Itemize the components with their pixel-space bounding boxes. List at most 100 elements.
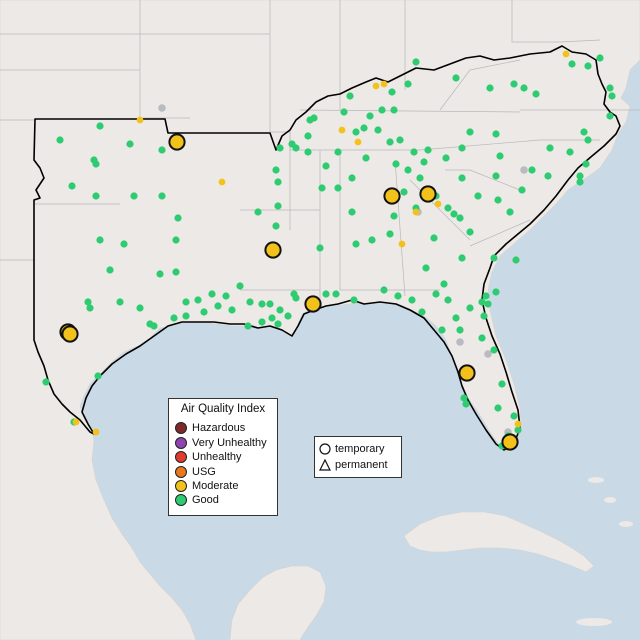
monitor-marker-good[interactable]: [272, 166, 280, 174]
monitor-marker-good[interactable]: [386, 138, 394, 146]
monitor-marker-no-data[interactable]: [520, 166, 528, 174]
monitor-marker-moderate-temporary[interactable]: [168, 133, 186, 151]
monitor-marker-good[interactable]: [458, 174, 466, 182]
monitor-marker-good[interactable]: [348, 208, 356, 216]
monitor-marker-no-data[interactable]: [484, 350, 492, 358]
monitor-marker-good[interactable]: [208, 290, 216, 298]
monitor-marker-good[interactable]: [348, 174, 356, 182]
monitor-marker-good[interactable]: [394, 292, 402, 300]
monitor-marker-moderate[interactable]: [380, 80, 388, 88]
monitor-marker-good[interactable]: [452, 74, 460, 82]
monitor-marker-good[interactable]: [366, 112, 374, 120]
monitor-marker-good[interactable]: [442, 154, 450, 162]
monitor-marker-good[interactable]: [460, 394, 468, 402]
monitor-marker-good[interactable]: [456, 214, 464, 222]
monitor-marker-good[interactable]: [68, 182, 76, 190]
monitor-marker-good[interactable]: [576, 178, 584, 186]
monitor-marker-good[interactable]: [466, 228, 474, 236]
monitor-marker-good[interactable]: [106, 266, 114, 274]
monitor-marker-good[interactable]: [390, 106, 398, 114]
monitor-marker-moderate[interactable]: [562, 50, 570, 58]
monitor-marker-good[interactable]: [444, 296, 452, 304]
monitor-marker-good[interactable]: [254, 208, 262, 216]
monitor-marker-good[interactable]: [482, 292, 490, 300]
monitor-marker-good[interactable]: [244, 322, 252, 330]
monitor-marker-good[interactable]: [484, 300, 492, 308]
monitor-marker-good[interactable]: [512, 256, 520, 264]
monitor-marker-moderate[interactable]: [72, 418, 80, 426]
monitor-marker-good[interactable]: [492, 288, 500, 296]
monitor-marker-good[interactable]: [566, 148, 574, 156]
monitor-marker-good[interactable]: [466, 304, 474, 312]
monitor-marker-good[interactable]: [458, 144, 466, 152]
monitor-marker-good[interactable]: [408, 296, 416, 304]
monitor-marker-good[interactable]: [92, 192, 100, 200]
monitor-marker-good[interactable]: [528, 166, 536, 174]
monitor-marker-good[interactable]: [56, 136, 64, 144]
monitor-marker-good[interactable]: [606, 84, 614, 92]
monitor-marker-good[interactable]: [214, 302, 222, 310]
monitor-marker-good[interactable]: [404, 166, 412, 174]
monitor-marker-good[interactable]: [332, 290, 340, 298]
monitor-marker-good[interactable]: [96, 236, 104, 244]
monitor-marker-moderate[interactable]: [354, 138, 362, 146]
monitor-marker-moderate[interactable]: [398, 240, 406, 248]
monitor-marker-good[interactable]: [396, 136, 404, 144]
monitor-marker-good[interactable]: [362, 154, 370, 162]
monitor-marker-good[interactable]: [410, 148, 418, 156]
monitor-marker-good[interactable]: [172, 236, 180, 244]
monitor-marker-good[interactable]: [490, 346, 498, 354]
monitor-marker-good[interactable]: [352, 240, 360, 248]
monitor-marker-good[interactable]: [318, 184, 326, 192]
monitor-marker-good[interactable]: [322, 290, 330, 298]
monitor-marker-good[interactable]: [438, 326, 446, 334]
monitor-marker-good[interactable]: [490, 254, 498, 262]
monitor-marker-good[interactable]: [274, 202, 282, 210]
monitor-marker-good[interactable]: [412, 58, 420, 66]
monitor-marker-good[interactable]: [388, 88, 396, 96]
monitor-marker-good[interactable]: [478, 334, 486, 342]
monitor-marker-good[interactable]: [290, 290, 298, 298]
monitor-marker-good[interactable]: [158, 192, 166, 200]
monitor-marker-moderate[interactable]: [218, 178, 226, 186]
monitor-marker-good[interactable]: [584, 62, 592, 70]
monitor-marker-good[interactable]: [274, 178, 282, 186]
monitor-marker-good[interactable]: [510, 80, 518, 88]
monitor-marker-good[interactable]: [576, 172, 584, 180]
monitor-marker-good[interactable]: [374, 126, 382, 134]
monitor-marker-good[interactable]: [386, 230, 394, 238]
monitor-marker-good[interactable]: [236, 282, 244, 290]
monitor-marker-good[interactable]: [514, 426, 522, 434]
monitor-marker-good[interactable]: [258, 300, 266, 308]
monitor-marker-good[interactable]: [462, 400, 470, 408]
monitor-marker-good[interactable]: [568, 60, 576, 68]
monitor-marker-good[interactable]: [494, 404, 502, 412]
monitor-marker-good[interactable]: [96, 122, 104, 130]
monitor-marker-moderate[interactable]: [412, 208, 420, 216]
monitor-marker-good[interactable]: [440, 280, 448, 288]
monitor-marker-good[interactable]: [194, 296, 202, 304]
monitor-marker-moderate-temporary[interactable]: [304, 295, 322, 313]
monitor-marker-good[interactable]: [292, 144, 300, 152]
monitor-marker-good[interactable]: [266, 300, 274, 308]
monitor-marker-good[interactable]: [158, 146, 166, 154]
monitor-marker-good[interactable]: [420, 158, 428, 166]
monitor-marker-good[interactable]: [200, 308, 208, 316]
monitor-marker-good[interactable]: [304, 132, 312, 140]
monitor-marker-good[interactable]: [340, 108, 348, 116]
monitor-marker-moderate-temporary[interactable]: [264, 241, 282, 259]
monitor-marker-good[interactable]: [608, 92, 616, 100]
monitor-marker-moderate-temporary[interactable]: [458, 364, 476, 382]
monitor-marker-good[interactable]: [492, 172, 500, 180]
monitor-marker-good[interactable]: [334, 184, 342, 192]
monitor-marker-good[interactable]: [432, 290, 440, 298]
monitor-marker-good[interactable]: [170, 314, 178, 322]
monitor-marker-good[interactable]: [424, 146, 432, 154]
monitor-marker-good[interactable]: [580, 128, 588, 136]
monitor-marker-good[interactable]: [182, 312, 190, 320]
monitor-marker-good[interactable]: [404, 80, 412, 88]
monitor-marker-good[interactable]: [258, 318, 266, 326]
monitor-marker-good[interactable]: [418, 308, 426, 316]
monitor-marker-no-data[interactable]: [456, 338, 464, 346]
